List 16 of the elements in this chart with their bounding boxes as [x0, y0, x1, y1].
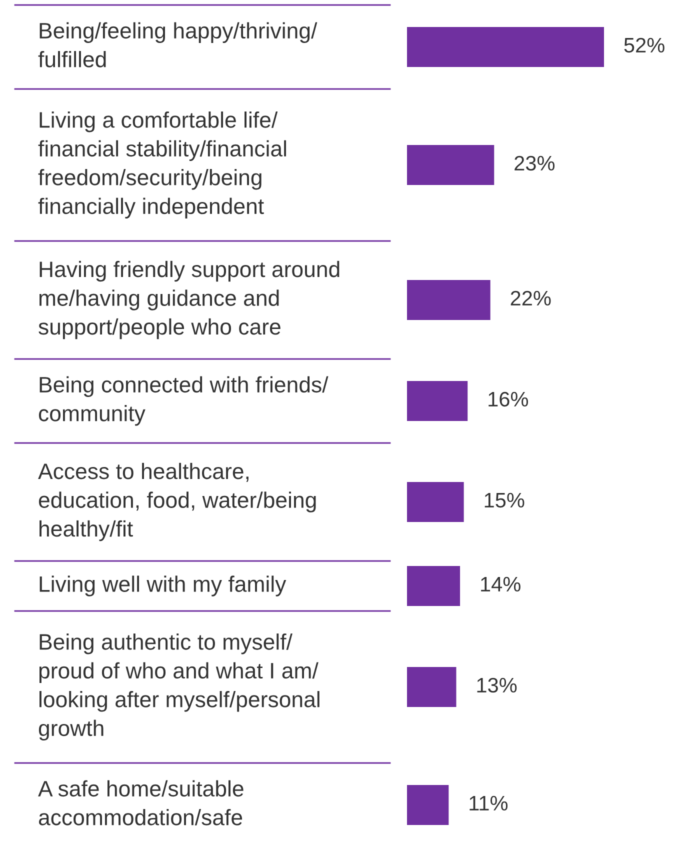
data-label: 11%: [470, 796, 508, 811]
data-label: 16%: [488, 392, 528, 407]
data-label: 14%: [481, 576, 520, 592]
data-label: 13%: [477, 678, 517, 693]
y-tick-label: Living a comfortable life/ financial stability/financial freedom/security/being financially independent: [38, 111, 286, 219]
y-tick-label: Access to healthcare, education, food, water/being healthy/fit: [38, 462, 316, 542]
y-tick-label: A safe home/suitable accommodation/safe: [38, 780, 244, 826]
data-label: 22%: [510, 290, 551, 306]
data-label: 15%: [484, 492, 524, 508]
data-label: 52%: [624, 38, 664, 53]
data-label: 23%: [514, 156, 555, 171]
y-tick-label: Being connected with friends/ community: [38, 376, 328, 426]
y-tick-label: Living well with my family: [40, 576, 286, 596]
y-tick-label: Having friendly support around me/having guidance and support/people who care: [38, 260, 340, 340]
y-tick-label: Being/feeling happy/thriving/ fulfilled: [38, 22, 318, 68]
y-tick-label: Being authentic to myself/ proud of who and what I am/ looking after myself/personal growth: [38, 633, 320, 741]
